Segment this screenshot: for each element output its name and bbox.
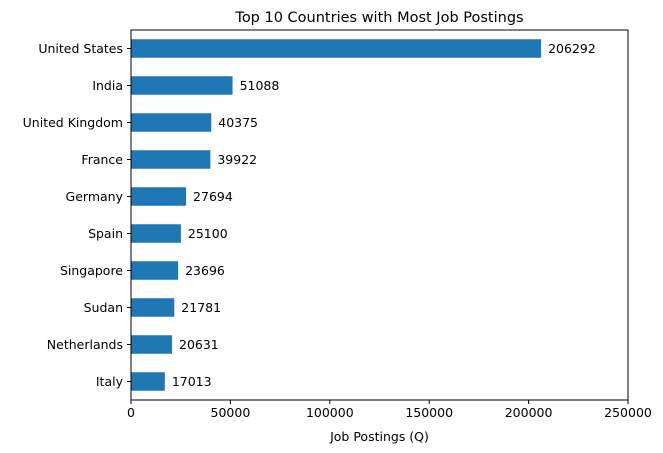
y-tick-label: Sudan — [84, 300, 123, 315]
data-label: 51088 — [240, 78, 280, 93]
bar — [131, 372, 165, 391]
x-tick-label: 100000 — [306, 405, 354, 420]
data-label: 20631 — [179, 337, 219, 352]
x-tick-label: 0 — [127, 405, 135, 420]
bar — [131, 113, 212, 132]
bar — [131, 335, 173, 354]
y-tick-label: United Kingdom — [23, 115, 123, 130]
data-label: 21781 — [181, 300, 221, 315]
bar — [131, 261, 179, 280]
data-label: 206292 — [548, 41, 596, 56]
data-label: 17013 — [172, 374, 212, 389]
data-label: 39922 — [217, 152, 257, 167]
bar — [131, 76, 233, 95]
data-label: 40375 — [218, 115, 258, 130]
bar — [131, 298, 175, 317]
y-tick-label: France — [81, 152, 123, 167]
bar — [131, 150, 211, 169]
x-axis-label: Job Postings (Q) — [329, 429, 429, 444]
plot-area: 0 50000 100000 150000 200000 250000 United Sta… — [23, 39, 652, 420]
chart-title: Top 10 Countries with Most Job Postings — [234, 10, 523, 26]
x-tick-label: 150000 — [405, 405, 453, 420]
bar — [131, 224, 181, 243]
data-label: 27694 — [193, 189, 233, 204]
y-tick-label: Singapore — [60, 263, 123, 278]
bar — [131, 187, 187, 206]
data-label: 23696 — [185, 263, 225, 278]
x-tick-label: 200000 — [505, 405, 553, 420]
y-tick-label: Spain — [88, 226, 123, 241]
plot-frame — [130, 29, 629, 401]
x-tick-label: 250000 — [604, 405, 652, 420]
bar — [131, 39, 542, 58]
y-tick-label: Netherlands — [47, 337, 123, 352]
y-tick-label: United States — [38, 41, 123, 56]
data-label: 25100 — [188, 226, 228, 241]
y-tick-label: Italy — [96, 374, 124, 389]
y-tick-label: Germany — [66, 189, 124, 204]
x-tick-label: 50000 — [211, 405, 251, 420]
y-tick-label: India — [92, 78, 123, 93]
